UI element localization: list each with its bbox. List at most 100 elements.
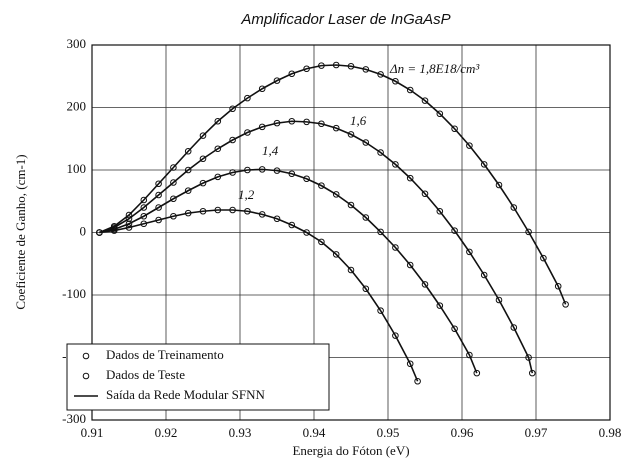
data-point <box>377 307 384 314</box>
curve-label: 1,4 <box>262 143 279 158</box>
data-point <box>170 195 177 203</box>
y-tick-label: -300 <box>62 411 86 426</box>
data-point <box>362 214 370 221</box>
data-point <box>140 204 148 211</box>
data-point <box>199 207 207 215</box>
data-point <box>199 155 207 163</box>
data-point <box>125 211 133 219</box>
data-point <box>155 216 162 224</box>
data-point <box>244 207 251 215</box>
data-point <box>406 360 414 368</box>
data-point <box>273 215 281 223</box>
y-tick-label: 100 <box>67 161 87 176</box>
data-point <box>155 191 162 199</box>
data-point <box>451 325 458 333</box>
data-point <box>110 222 118 230</box>
chart-title: Amplificador Laser de InGaAsP <box>240 11 450 28</box>
y-tick-label: 0 <box>80 223 87 238</box>
data-point <box>332 61 340 69</box>
data-point <box>421 281 429 288</box>
data-point <box>258 211 266 218</box>
data-point <box>184 166 192 174</box>
x-tick-label: 0.96 <box>451 425 474 440</box>
data-point <box>303 118 310 126</box>
data-point <box>480 161 488 168</box>
data-point <box>347 201 355 209</box>
data-point <box>140 196 148 204</box>
data-point <box>362 139 370 146</box>
x-tick-label: 0.97 <box>525 425 548 440</box>
data-point <box>436 207 444 215</box>
data-point <box>288 170 296 178</box>
data-point <box>258 123 266 131</box>
data-point <box>554 282 562 290</box>
data-point <box>347 62 355 70</box>
data-point <box>362 66 370 73</box>
curve <box>99 168 478 374</box>
data-point <box>288 221 296 229</box>
data-point <box>170 164 177 171</box>
data-point <box>421 97 429 104</box>
data-point <box>184 209 192 217</box>
data-point <box>377 71 384 78</box>
y-tick-label: 300 <box>67 36 87 51</box>
data-point <box>288 70 296 78</box>
data-point <box>392 77 399 85</box>
x-tick-label: 0.94 <box>303 425 326 440</box>
data-point <box>273 119 281 127</box>
data-point <box>406 174 414 182</box>
data-point <box>406 86 414 94</box>
x-tick-label: 0.98 <box>599 425 622 440</box>
data-point <box>155 180 162 188</box>
data-point <box>318 120 325 128</box>
data-point <box>510 204 518 211</box>
y-tick-label: 200 <box>67 98 87 113</box>
data-point <box>436 302 444 309</box>
data-point <box>540 254 547 262</box>
data-point <box>125 224 133 231</box>
data-point <box>332 251 340 258</box>
legend-label: Saída da Rede Modular SFNN <box>106 387 265 402</box>
data-point <box>562 301 569 308</box>
data-point <box>495 296 503 304</box>
data-point <box>392 161 399 168</box>
data-point <box>96 229 103 236</box>
data-point <box>229 136 236 144</box>
data-point <box>318 62 325 69</box>
data-point <box>495 181 503 189</box>
data-point <box>170 179 177 186</box>
data-point <box>318 238 325 246</box>
data-point <box>392 332 399 339</box>
data-point <box>473 369 481 377</box>
data-point <box>140 220 148 228</box>
data-point <box>451 125 458 133</box>
legend-marker <box>82 372 90 380</box>
data-point <box>140 212 148 220</box>
plot-frame <box>91 44 611 421</box>
x-tick-label: 0.92 <box>155 425 178 440</box>
data-point <box>480 271 488 279</box>
data-point <box>229 105 236 113</box>
data-point <box>466 248 473 256</box>
x-tick-label: 0.91 <box>81 425 104 440</box>
data-point <box>303 65 310 73</box>
data-point <box>332 191 340 198</box>
x-axis-label: Energia do Fóton (eV) <box>292 443 409 458</box>
y-axis-label: Coeficiente de Ganho, (cm-1) <box>13 154 28 309</box>
legend: Dados de Treinamento Dados de Teste Saída … <box>66 343 330 411</box>
x-tick-label: 0.93 <box>229 425 252 440</box>
data-point <box>362 285 370 293</box>
data-point <box>258 85 266 93</box>
curve <box>99 64 567 305</box>
data-point <box>244 129 251 136</box>
data-point <box>288 117 296 125</box>
data-point <box>214 117 222 125</box>
data-point <box>392 244 399 251</box>
data-point <box>510 324 518 331</box>
data-point <box>529 369 536 377</box>
data-point <box>184 147 192 155</box>
curve-label: 1,2 <box>238 187 255 202</box>
data-point <box>125 220 133 228</box>
data-point <box>466 351 473 359</box>
data-point <box>377 149 384 156</box>
